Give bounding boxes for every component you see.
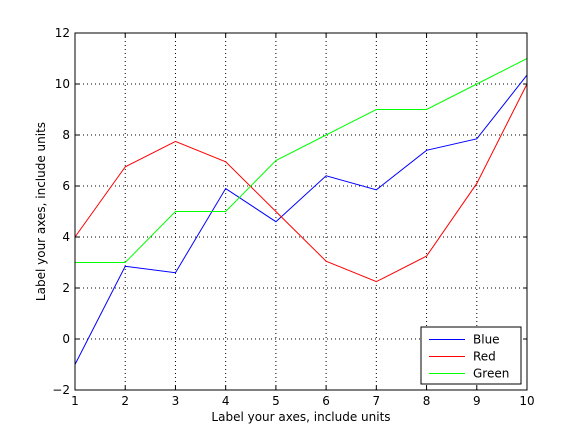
x-tick-label: 8 [423, 394, 431, 408]
legend-label: Red [473, 350, 496, 364]
series-line-red [74, 83, 528, 283]
series-line-blue [74, 74, 528, 365]
x-tick-label: 7 [373, 394, 381, 408]
legend-label: Blue [473, 333, 500, 347]
x-tick-label: 3 [172, 394, 180, 408]
y-tick-label: 12 [55, 26, 70, 40]
x-tick-label: 9 [473, 394, 481, 408]
x-tick-label: 2 [121, 394, 129, 408]
legend-label: Green [473, 367, 509, 381]
y-tick-label: 6 [62, 179, 70, 193]
x-tick-label: 6 [322, 394, 330, 408]
y-tick-label: 0 [62, 332, 70, 346]
series-layer [74, 58, 528, 365]
x-tick-label: 1 [71, 394, 79, 408]
legend-box [420, 326, 522, 385]
legend: Blue Red Green [420, 326, 522, 385]
series-line-green [75, 58, 528, 263]
x-tick-label: 10 [519, 394, 534, 408]
y-tick-label: 10 [55, 77, 70, 91]
x-axis-label: Label your axes, include units [211, 410, 390, 424]
plot-frame [74, 32, 528, 391]
y-tick-label: 2 [62, 281, 70, 295]
y-tick-label: −2 [52, 383, 70, 397]
y-tick-label: 4 [62, 230, 70, 244]
y-axis-label: Label your axes, include units [34, 122, 48, 301]
x-tick-label: 5 [272, 394, 280, 408]
y-tick-label: 8 [62, 128, 70, 142]
x-tick-label: 4 [222, 394, 230, 408]
